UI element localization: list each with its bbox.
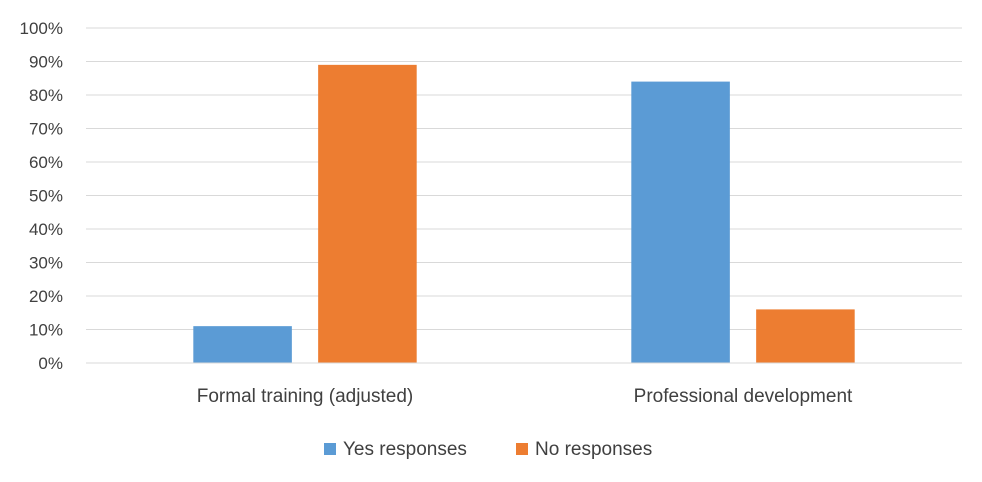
bar-yes-0 bbox=[193, 326, 292, 363]
x-category-label: Formal training (adjusted) bbox=[197, 386, 413, 407]
y-tick-label: 0% bbox=[38, 354, 63, 373]
y-tick-label: 50% bbox=[29, 187, 63, 206]
bar-no-1 bbox=[756, 309, 855, 363]
y-tick-label: 10% bbox=[29, 321, 63, 340]
y-tick-label: 100% bbox=[20, 19, 63, 38]
y-tick-label: 20% bbox=[29, 287, 63, 306]
bar-no-0 bbox=[318, 64, 417, 363]
legend-label: No responses bbox=[535, 439, 652, 460]
y-tick-label: 70% bbox=[29, 120, 63, 139]
bars bbox=[193, 64, 855, 363]
y-tick-label: 60% bbox=[29, 153, 63, 172]
y-tick-label: 90% bbox=[29, 53, 63, 72]
legend-swatch bbox=[516, 443, 528, 455]
x-axis-categories: Formal training (adjusted) Professional d… bbox=[197, 386, 853, 407]
legend-swatch bbox=[324, 443, 336, 455]
legend-label: Yes responses bbox=[343, 439, 467, 460]
x-category-label: Professional development bbox=[634, 386, 853, 407]
legend: Yes responses No responses bbox=[324, 439, 652, 460]
y-axis-ticks: 0% 10% 20% 30% 40% 50% 60% 70% 80% 90% 100% bbox=[20, 19, 63, 373]
y-tick-label: 80% bbox=[29, 86, 63, 105]
bar-yes-1 bbox=[631, 81, 730, 363]
gridlines bbox=[86, 27, 962, 330]
y-tick-label: 30% bbox=[29, 254, 63, 273]
y-tick-label: 40% bbox=[29, 220, 63, 239]
